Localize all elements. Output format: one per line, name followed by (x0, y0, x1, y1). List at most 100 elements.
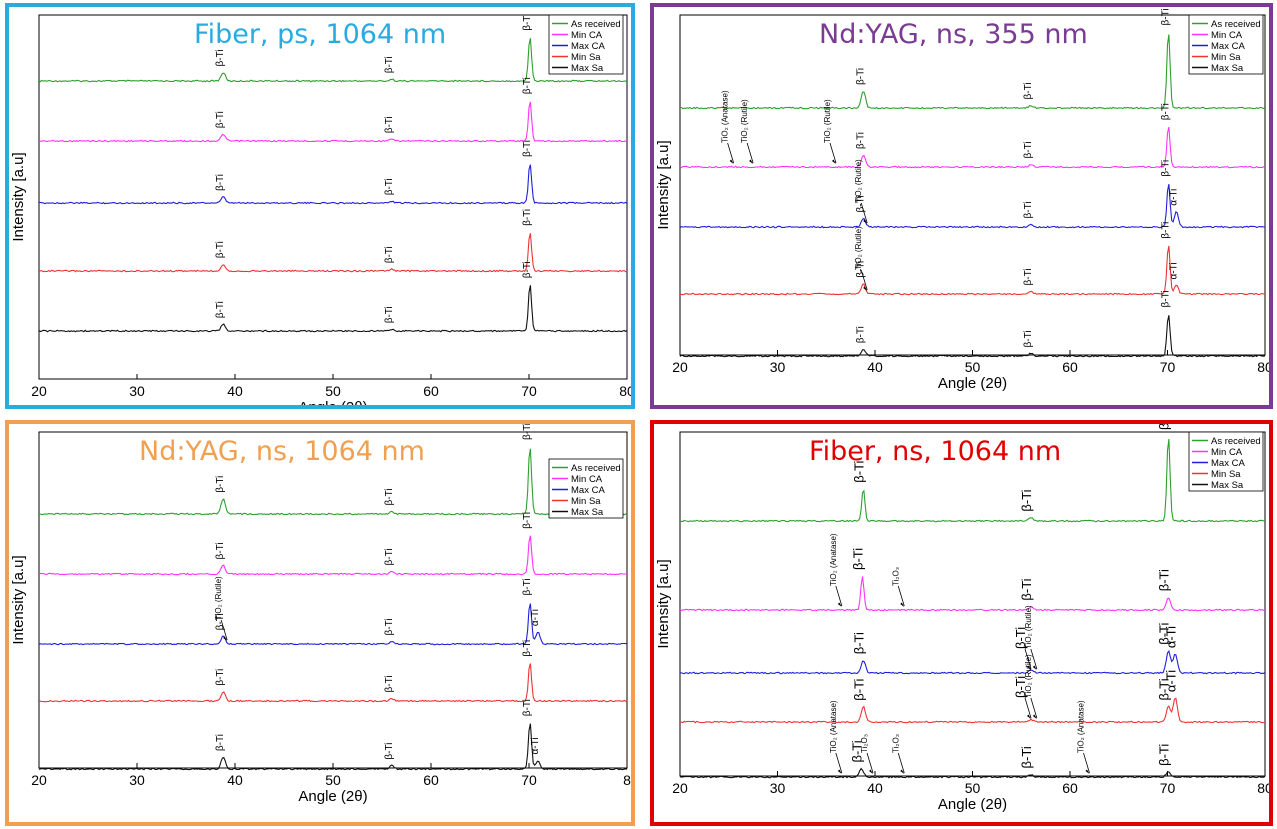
peak-annotation: β-Ti (215, 734, 226, 751)
annotation-arrowhead (729, 159, 734, 164)
peak-annotation: β-Ti (384, 246, 395, 263)
series-line-1 (38, 101, 628, 143)
peak-annotation: β-Ti (1023, 141, 1034, 158)
series-line-1 (679, 126, 1266, 169)
x-tick-label: 70 (521, 772, 537, 788)
annotation-arrow (835, 585, 843, 607)
legend-label: As received (571, 19, 621, 30)
peak-annotation: β-Ti (522, 640, 533, 657)
peak-annotation: β-Ti (855, 195, 866, 212)
x-tick-label: 80 (1257, 780, 1269, 796)
peak-annotation: β-Ti (384, 743, 395, 760)
peak-annotation: β-Ti (849, 740, 864, 762)
peak-annotation: β-Ti (522, 578, 533, 595)
legend-label: Max Sa (1211, 480, 1244, 491)
series-group (38, 38, 628, 333)
legend-label: Max CA (571, 41, 605, 52)
x-tick-label: 50 (965, 359, 981, 375)
legend-label: Max Sa (571, 507, 604, 518)
legend-label: Min CA (1211, 447, 1243, 458)
peak-annotation: β-Ti (215, 476, 226, 493)
series-line-3 (38, 663, 628, 703)
legend-label: Min CA (1211, 30, 1243, 41)
peak-annotation: β-Ti (855, 326, 866, 343)
plot-area-frame (38, 14, 628, 380)
xrd-chart: 20 30 40 50 60 70 8 Angle (2θ) Intensity [a.u] Nd… (10, 424, 631, 805)
legend-box (548, 14, 624, 75)
series-line-0 (39, 448, 628, 516)
series-group (679, 439, 1266, 779)
annotation-arrow (1083, 752, 1090, 774)
series-line-4 (38, 285, 628, 333)
peak-annotation: α-Ti (1163, 626, 1178, 648)
annotation-arrowhead (863, 219, 868, 224)
peak-annotation: β-Ti (522, 77, 533, 94)
x-tick-label: 30 (770, 780, 786, 796)
legend-label: As received (1211, 436, 1261, 447)
peak-annotation: β-Ti (522, 261, 533, 278)
peak-annotation: β-Ti (522, 699, 533, 716)
annotation-arrow (1024, 697, 1032, 719)
peak-annotation: β-Ti (1160, 290, 1171, 307)
peak-annotation: β-Ti (851, 678, 866, 700)
peak-annotation: TiO₂ (Rutile) (740, 99, 749, 143)
peak-annotation: β-Ti (215, 241, 226, 258)
series-line-1 (679, 576, 1266, 612)
series-line-3 (679, 697, 1265, 724)
peak-annotation: β-Ti (522, 140, 533, 157)
x-tick-label: 40 (867, 780, 883, 796)
peak-annotation: β-Ti (384, 548, 395, 565)
series-line-0 (679, 439, 1266, 523)
peak-annotation: β-Ti (1156, 744, 1171, 766)
chart-title: Nd:YAG, ns, 1064 nm (139, 436, 425, 467)
peak-annotation: β-Ti (522, 512, 533, 529)
annotation-arrow (860, 202, 868, 224)
peak-annotation: TiO₂ (Anatase) (721, 90, 730, 143)
peak-annotation: β-Ti (1013, 676, 1028, 698)
annotation-arrow (727, 142, 735, 164)
peak-annotation: β-Ti (1160, 103, 1171, 120)
x-tick-label: 40 (227, 383, 243, 399)
legend-label: Max Sa (1211, 63, 1244, 74)
annotation-arrowhead (1027, 665, 1031, 670)
peak-annotation: β-Ti (215, 613, 226, 630)
series-line-0 (38, 38, 628, 83)
xrd-chart: 20 30 40 50 60 70 80 Angle (2θ) Intensity [a.u] F… (655, 424, 1269, 813)
x-axis-label: Angle (2θ) (938, 375, 1007, 392)
annotation-arrow (829, 142, 837, 164)
peak-annotation: β-Ti (215, 49, 226, 66)
plot-area-frame (679, 14, 1266, 356)
x-tick-label: 50 (325, 772, 341, 788)
peak-annotation: β-Ti (1160, 8, 1171, 25)
peak-annotation: α-Ti (530, 609, 541, 626)
annotation-arrow (860, 269, 868, 291)
peak-annotation: β-Ti (855, 68, 866, 85)
peak-annotation: TiO₂ (Anatase) (1077, 700, 1086, 753)
annotation-arrowhead (900, 769, 905, 774)
x-tick-label: 50 (325, 383, 341, 399)
peak-annotation: β-Ti (1023, 268, 1034, 285)
annotation-arrow (1030, 648, 1038, 670)
peak-annotation: β-Ti (1023, 330, 1034, 347)
series-line-3 (679, 245, 1266, 296)
peak-annotation: β-Ti (1156, 623, 1171, 645)
x-tick-label: 8 (623, 772, 631, 788)
peak-annotation: Ti₂O₃ (860, 734, 869, 753)
chart-panel-ndyag-ns-355: 20 30 40 50 60 70 80 Angle (2θ) Intensity [a.u] N… (650, 3, 1273, 409)
x-tick-label: 20 (672, 780, 688, 796)
annotation-arrowhead (223, 636, 228, 641)
annotation-arrowhead (749, 159, 754, 164)
x-tick-label: 60 (423, 383, 439, 399)
legend-label: Min Sa (1211, 52, 1241, 63)
annotation-arrowhead (837, 602, 842, 607)
x-axis-label: Angle (2θ) (938, 796, 1007, 813)
series-line-2 (38, 603, 627, 646)
annotation-arrowhead (1032, 714, 1037, 719)
annotation-arrowhead (832, 159, 836, 164)
series-line-3 (38, 233, 628, 273)
legend-label: As received (1211, 19, 1261, 30)
peak-annotation: β-Ti (1023, 201, 1034, 218)
peak-annotation: β-Ti (1156, 569, 1171, 591)
x-tick-label: 70 (521, 383, 537, 399)
